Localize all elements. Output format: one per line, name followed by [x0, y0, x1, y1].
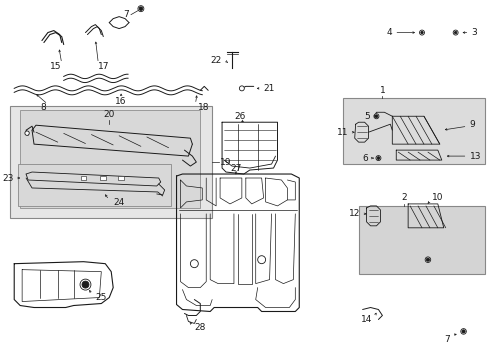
Text: 16: 16	[115, 97, 126, 106]
Circle shape	[461, 330, 464, 333]
Circle shape	[373, 114, 378, 119]
Text: 6: 6	[362, 154, 368, 163]
Text: 13: 13	[468, 152, 480, 161]
Circle shape	[452, 30, 457, 35]
Text: 20: 20	[103, 110, 115, 119]
Circle shape	[25, 131, 29, 135]
Circle shape	[419, 30, 424, 35]
Text: 19: 19	[220, 158, 231, 167]
Circle shape	[82, 281, 89, 288]
Text: 4: 4	[386, 28, 391, 37]
Text: 17: 17	[98, 62, 110, 71]
Circle shape	[239, 86, 244, 91]
Circle shape	[190, 260, 198, 268]
Text: 21: 21	[263, 84, 274, 93]
Bar	[118, 176, 123, 180]
Text: 9: 9	[468, 120, 474, 129]
Text: 11: 11	[337, 128, 348, 137]
Text: 1: 1	[379, 86, 385, 95]
Text: 8: 8	[40, 103, 46, 112]
Text: 10: 10	[431, 193, 443, 202]
Text: 24: 24	[113, 198, 124, 207]
Text: 5: 5	[364, 112, 370, 121]
Bar	[100, 176, 105, 180]
Text: 14: 14	[361, 315, 372, 324]
Text: 3: 3	[470, 28, 476, 37]
Bar	[81, 176, 86, 180]
Circle shape	[375, 156, 380, 161]
Circle shape	[424, 257, 430, 262]
Bar	[20, 110, 200, 208]
Text: 22: 22	[210, 56, 222, 65]
Bar	[358, 206, 485, 274]
Circle shape	[453, 31, 456, 34]
Circle shape	[426, 258, 428, 261]
Text: 2: 2	[401, 193, 406, 202]
Text: 15: 15	[50, 62, 61, 71]
Text: 23: 23	[3, 174, 14, 183]
Circle shape	[80, 279, 91, 290]
Text: 28: 28	[194, 323, 205, 332]
Text: 12: 12	[348, 210, 360, 219]
Text: 26: 26	[234, 112, 245, 121]
Text: 18: 18	[198, 103, 209, 112]
Circle shape	[139, 7, 142, 10]
Circle shape	[420, 31, 422, 34]
Text: 7: 7	[123, 10, 129, 19]
Circle shape	[138, 6, 143, 12]
Circle shape	[460, 329, 466, 334]
Bar	[10, 106, 212, 218]
Text: 7: 7	[443, 335, 449, 344]
Circle shape	[376, 157, 379, 159]
Text: 27: 27	[230, 163, 241, 172]
Circle shape	[257, 256, 265, 264]
Circle shape	[374, 115, 377, 118]
Bar	[18, 164, 170, 206]
Text: 25: 25	[95, 293, 106, 302]
Bar	[342, 98, 485, 164]
